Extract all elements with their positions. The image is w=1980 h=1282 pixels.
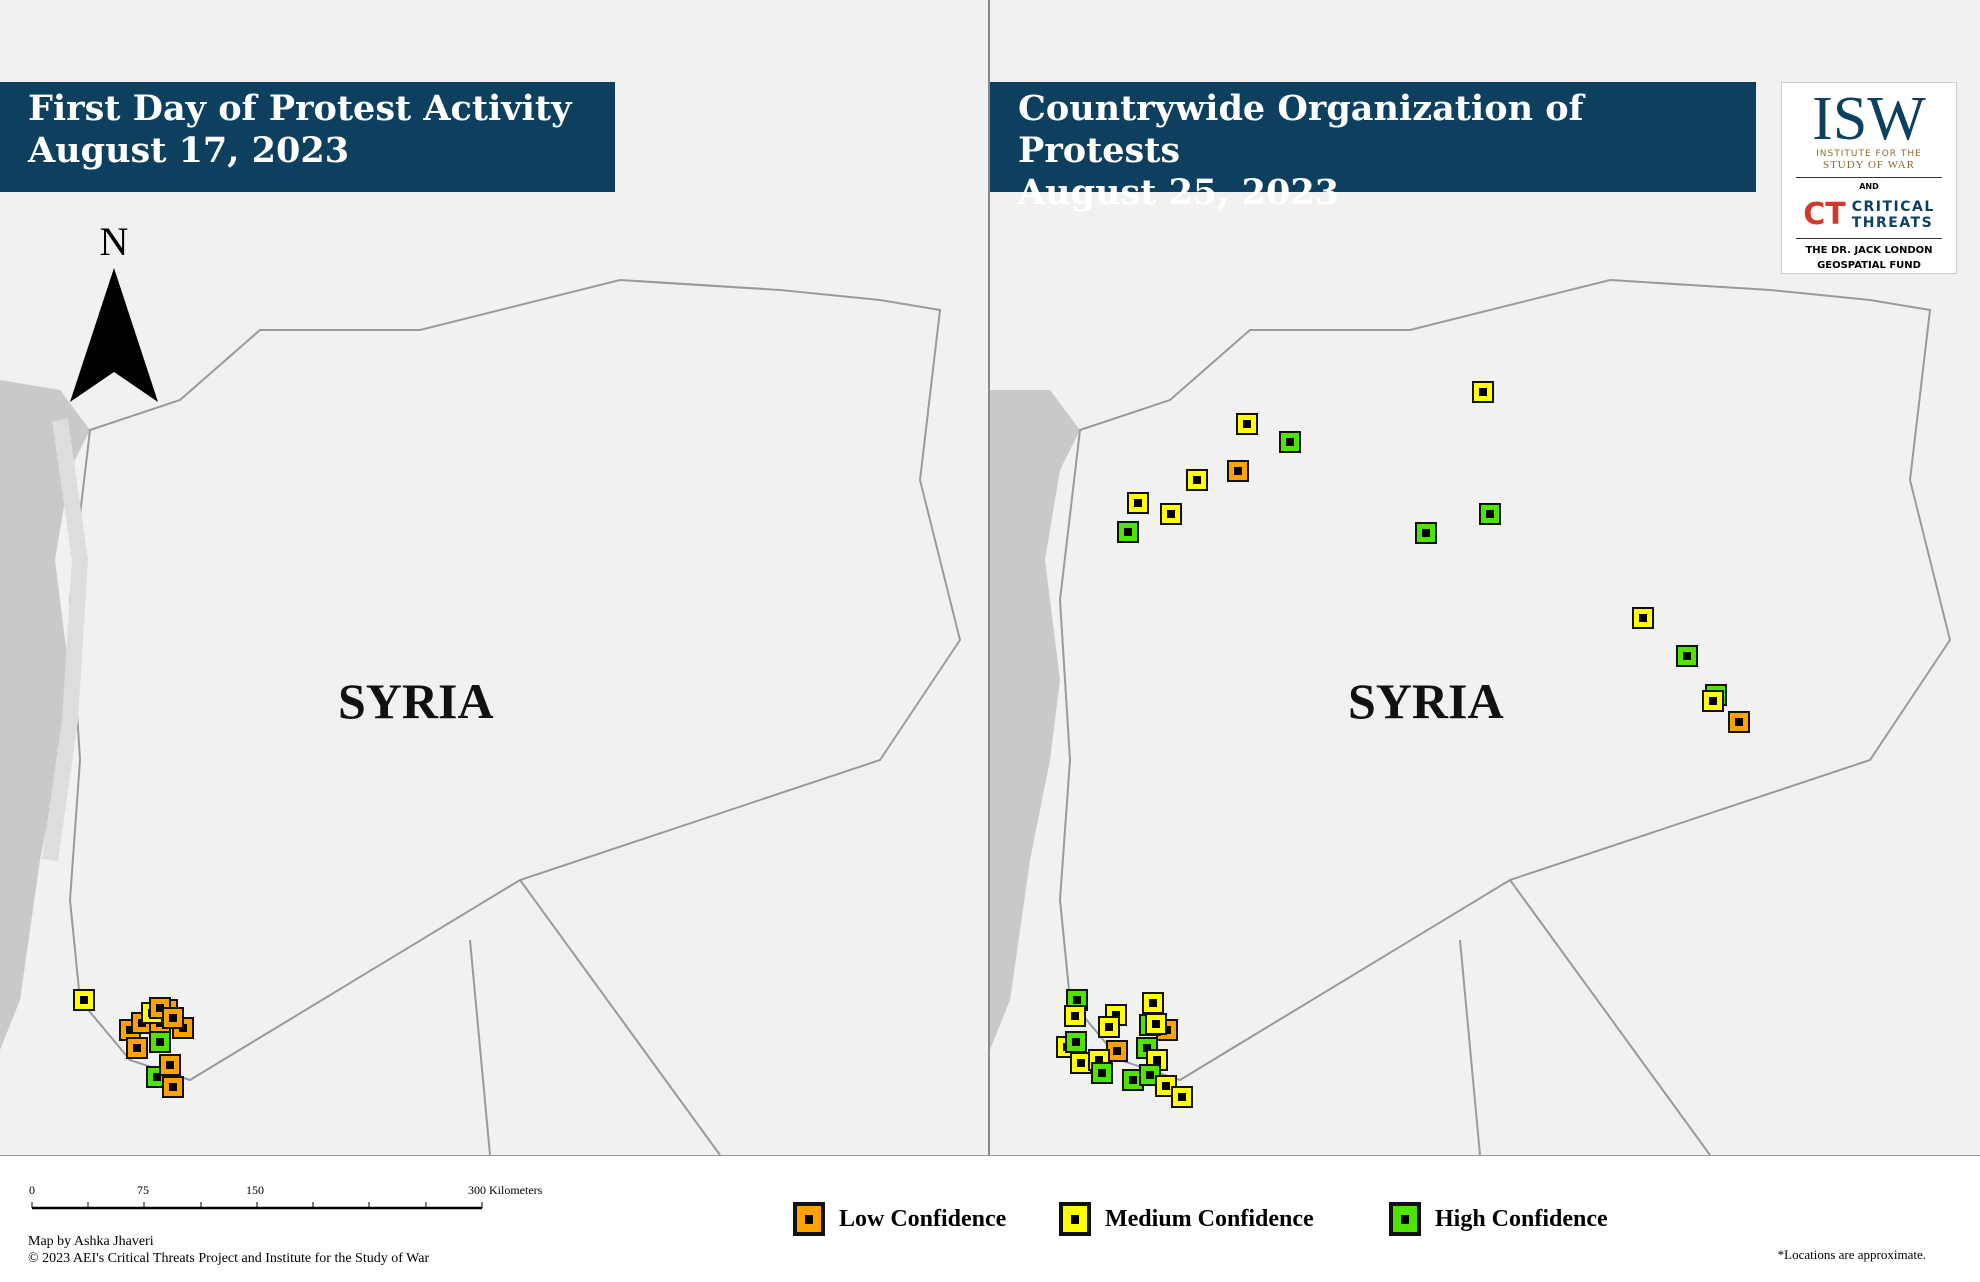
legend-label: Medium Confidence — [1105, 1205, 1314, 1232]
medium-confidence-marker — [1702, 690, 1724, 712]
right-date: August 25, 2023 — [1018, 172, 1340, 213]
border-line — [469, 879, 721, 1155]
low-confidence-swatch — [793, 1202, 825, 1236]
high-confidence-marker — [1117, 521, 1139, 543]
border-line — [1459, 879, 1711, 1155]
high-confidence-marker — [1279, 431, 1301, 453]
ct-mark: CT — [1803, 197, 1846, 232]
isw-logo: ISW — [1812, 85, 1926, 153]
syria-border — [68, 278, 962, 1082]
medium-confidence-marker — [1236, 413, 1258, 435]
medium-confidence-marker — [1127, 492, 1149, 514]
high-confidence-marker — [149, 1031, 171, 1053]
medium-confidence-marker — [1186, 469, 1208, 491]
fund-text: THE DR. JACK LONDON GEOSPATIAL FUND — [1796, 238, 1942, 273]
locations-note: *Locations are approximate. — [1777, 1247, 1926, 1262]
logo-text: GEOSPATIAL FUND — [1817, 260, 1921, 271]
scale-tick-label: 0 — [29, 1183, 35, 1197]
right-title-banner: Countrywide Organization of Protests Aug… — [990, 82, 1756, 213]
logo-text: STUDY OF WAR — [1822, 159, 1916, 171]
medium-confidence-marker — [1064, 1005, 1086, 1027]
scale-tick-label: 75 — [137, 1183, 149, 1197]
left-date: August 17, 2023 — [28, 130, 350, 171]
map-basemap — [0, 278, 962, 1155]
logo-text: THE DR. JACK LONDON — [1805, 245, 1933, 256]
high-confidence-marker — [1091, 1062, 1113, 1084]
legend-low: Low Confidence — [793, 1202, 1006, 1236]
copyright: © 2023 AEI's Critical Threats Project an… — [28, 1251, 430, 1266]
high-confidence-swatch — [1389, 1202, 1421, 1236]
legend-label: Low Confidence — [839, 1205, 1007, 1232]
medium-confidence-swatch — [1059, 1202, 1091, 1236]
right-map-panel: Countrywide Organization of Protests Aug… — [990, 0, 1980, 1155]
map-footer: 0 75 150 300 Kilometers Low Confidence M… — [0, 1155, 1980, 1282]
sea — [0, 380, 90, 1050]
high-confidence-marker — [1065, 1031, 1087, 1053]
low-confidence-marker — [1227, 460, 1249, 482]
medium-confidence-marker — [73, 989, 95, 1011]
left-title-banner: First Day of Protest Activity August 17,… — [0, 82, 615, 192]
country-label: SYRIA — [1348, 673, 1504, 729]
left-title: First Day of Protest Activity — [28, 88, 572, 129]
high-confidence-marker — [1415, 522, 1437, 544]
medium-confidence-marker — [1142, 992, 1164, 1014]
high-confidence-marker — [1676, 645, 1698, 667]
map-basemap — [990, 278, 1952, 1155]
right-title: Countrywide Organization of Protests — [1018, 88, 1584, 171]
low-confidence-marker — [1728, 711, 1750, 733]
north-arrow-icon — [70, 268, 158, 402]
scale-bar-line — [31, 1202, 483, 1210]
low-confidence-marker — [126, 1037, 148, 1059]
north-arrow: N — [66, 222, 162, 416]
low-confidence-marker — [162, 1007, 184, 1029]
map-author: Map by Ashka Jhaveri — [28, 1234, 154, 1249]
country-label: SYRIA — [338, 673, 494, 729]
sea — [990, 390, 1080, 1050]
medium-confidence-marker — [1098, 1016, 1120, 1038]
legend-medium: Medium Confidence — [1059, 1202, 1314, 1236]
legend-label: High Confidence — [1435, 1205, 1608, 1232]
scale-tick-label: 300 Kilometers — [468, 1183, 543, 1197]
medium-confidence-marker — [1472, 381, 1494, 403]
medium-confidence-marker — [1171, 1086, 1193, 1108]
logo-text: AND — [1796, 177, 1942, 191]
scale-tick-label: 150 — [246, 1183, 264, 1197]
medium-confidence-marker — [1145, 1013, 1167, 1035]
high-confidence-marker — [1479, 503, 1501, 525]
low-confidence-marker — [162, 1076, 184, 1098]
medium-confidence-marker — [1160, 503, 1182, 525]
terrain — [42, 418, 89, 862]
logo-text: CRITICAL — [1851, 198, 1935, 215]
logo-text: INSTITUTE FOR THE — [1816, 149, 1922, 159]
left-map-panel: First Day of Protest Activity August 17,… — [0, 0, 988, 1155]
critical-threats-logo: CT CRITICAL THREATS — [1782, 197, 1956, 232]
isw-ct-logo: ISW INSTITUTE FOR THE STUDY OF WAR AND C… — [1781, 82, 1957, 274]
low-confidence-marker — [159, 1054, 181, 1076]
panel-divider — [988, 0, 990, 1155]
syria-border — [1058, 278, 1952, 1082]
north-label: N — [99, 219, 129, 264]
legend-high: High Confidence — [1389, 1202, 1608, 1236]
logo-text: THREATS — [1851, 214, 1934, 231]
medium-confidence-marker — [1632, 607, 1654, 629]
